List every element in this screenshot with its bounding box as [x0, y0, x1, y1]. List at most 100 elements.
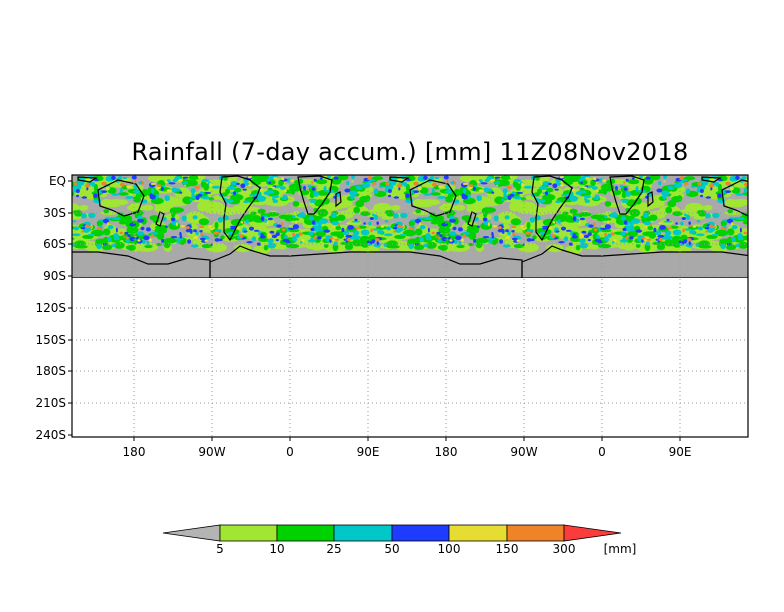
rain-cell [263, 191, 271, 196]
colorbar-unit: [mm] [604, 542, 637, 556]
rain-cell [423, 216, 433, 221]
rain-cell [359, 246, 380, 253]
rain-cell [341, 227, 345, 233]
rain-cell [368, 221, 372, 226]
rain-cell [583, 234, 590, 239]
rain-cell [234, 187, 242, 193]
rain-cell [300, 189, 310, 196]
colorbar-label: 300 [553, 542, 576, 556]
rain-cell [731, 222, 734, 226]
rain-cell [443, 175, 449, 180]
rain-cell [144, 244, 153, 249]
rain-cell [681, 217, 686, 220]
coast-maritime-continent [701, 176, 722, 183]
rain-cell [360, 229, 370, 236]
rain-cell [111, 175, 116, 180]
rain-cell [641, 237, 646, 240]
rain-cell [150, 182, 156, 185]
rain-cell [142, 204, 154, 211]
rain-cell [559, 176, 565, 179]
rain-cell [373, 188, 379, 194]
rain-cell [672, 211, 683, 217]
rain-cell [481, 207, 492, 215]
rain-cell [663, 220, 673, 223]
rain-cell [478, 189, 484, 192]
rain-cell [438, 185, 444, 189]
coast-madagascar [647, 191, 654, 208]
rain-cell [166, 189, 172, 192]
rain-cell [545, 191, 548, 196]
rain-cell [417, 186, 422, 191]
rain-cell [201, 196, 211, 200]
rain-cell [330, 212, 337, 218]
map-title: Rainfall (7-day accum.) [mm] 11Z08Nov201… [131, 138, 689, 166]
rain-cell [648, 234, 654, 239]
y-axis-labels: EQ 30S 60S 90S 120S 150S 180S 210S 240S [35, 174, 72, 442]
rain-cell [81, 226, 86, 230]
rain-cell [560, 184, 564, 187]
rain-cell [635, 244, 641, 248]
rain-cell [678, 243, 685, 246]
rain-cell [735, 193, 744, 196]
rain-cell [437, 245, 447, 250]
rain-cell [93, 183, 98, 192]
rain-cell [140, 226, 145, 231]
rain-cell [565, 229, 572, 232]
rain-cell [353, 206, 361, 214]
rain-cell [579, 242, 589, 249]
rain-cell [119, 187, 123, 194]
rain-cell [501, 198, 505, 202]
rain-cell [281, 177, 285, 181]
rain-cell [546, 187, 554, 193]
map-frame [71, 174, 749, 438]
rain-cell [291, 237, 298, 242]
rain-cell [708, 224, 714, 228]
rain-cell [530, 238, 535, 242]
rain-cell [161, 186, 164, 191]
rain-cell [458, 240, 462, 246]
rain-cell [96, 220, 103, 227]
rain-cell [113, 233, 119, 239]
rain-cell [747, 234, 748, 237]
rain-cell [578, 178, 583, 182]
rain-cell [626, 199, 638, 207]
x-axis-label: 180 [123, 445, 146, 459]
rain-cell [746, 176, 748, 180]
rain-cell [679, 176, 684, 180]
rain-cell [626, 228, 635, 232]
rain-cell [288, 227, 295, 230]
rain-cell [555, 200, 562, 204]
rain-cell [667, 185, 673, 188]
rain-cell [386, 210, 395, 217]
rain-cell [126, 236, 129, 240]
rain-cell [453, 181, 456, 185]
rain-cell [329, 237, 335, 240]
x-axis-label: 90W [510, 445, 537, 459]
rain-cell [352, 239, 362, 247]
rain-cell [688, 221, 691, 225]
rain-cell [580, 181, 583, 184]
rain-cell [720, 227, 726, 231]
rain-cell [194, 185, 200, 189]
rain-cell [643, 221, 652, 226]
rain-cell [623, 187, 628, 191]
rain-cell [466, 194, 471, 199]
rain-cell [516, 191, 524, 194]
rain-cell [143, 235, 150, 241]
rain-cell [482, 217, 488, 222]
rain-cell [462, 234, 467, 238]
rain-cell [73, 226, 80, 231]
rain-cell [494, 181, 500, 185]
rain-cell [178, 179, 184, 182]
rain-cell [386, 245, 400, 249]
rain-cell [185, 228, 192, 233]
rain-cell [154, 194, 159, 199]
rain-cell [593, 228, 598, 232]
rain-cell [561, 194, 566, 197]
rain-cell [461, 194, 468, 200]
rain-cell [192, 215, 198, 220]
rain-cell [169, 207, 180, 215]
rain-cell [463, 197, 476, 205]
rain-cell [122, 176, 128, 180]
